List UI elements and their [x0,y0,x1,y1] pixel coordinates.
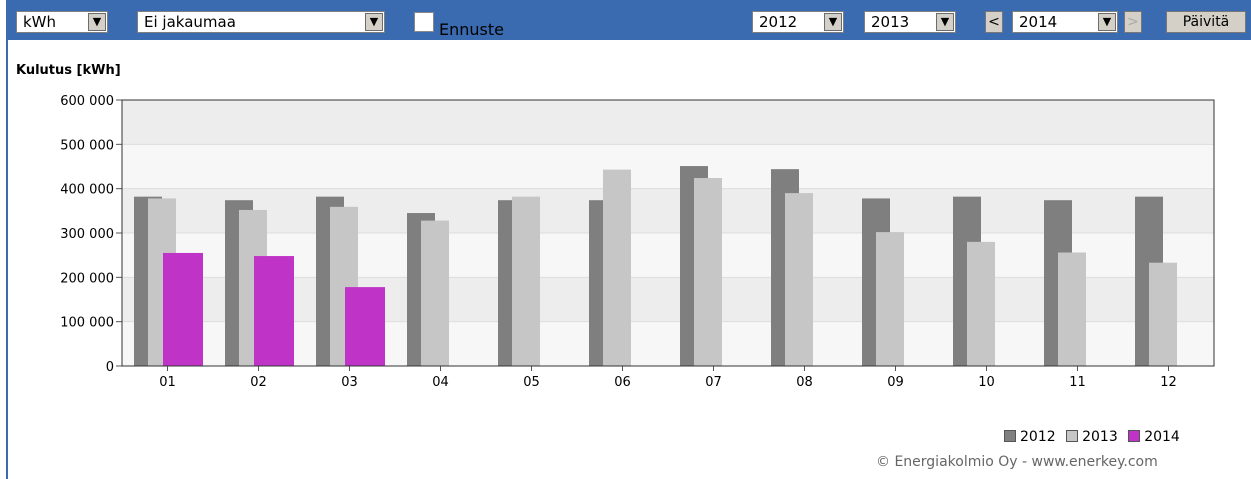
bar-2013-12 [1149,262,1177,366]
bar-2013-05 [512,196,540,366]
forecast-label: Ennuste [439,20,504,39]
y-tick-label: 300 000 [60,227,114,242]
y-tick-label: 0 [106,360,114,375]
unit-select-value: kWh [23,13,57,31]
bar-2013-07 [694,178,722,366]
legend-item-2013: 2013 [1066,429,1118,445]
grid-band [122,277,1214,322]
legend-swatch [1004,430,1016,442]
bar-2014-02 [254,256,294,366]
year-select-2-value: 2013 [871,13,910,31]
legend-label: 2013 [1082,429,1118,445]
x-tick-label: 01 [159,375,176,390]
grid-band [122,100,1214,145]
forecast-checkbox[interactable] [414,12,434,32]
bar-2013-04 [421,220,449,366]
y-tick-label: 100 000 [60,316,114,331]
update-button[interactable]: Päivitä [1166,11,1246,33]
bar-2014-01 [163,252,203,366]
x-tick-label: 10 [978,375,995,390]
year-select-2[interactable]: 2013 ▼ [864,11,956,33]
legend-swatch [1066,430,1079,442]
y-tick-label: 600 000 [60,94,114,109]
year-select-3-value: 2014 [1019,13,1058,31]
x-tick-label: 11 [1069,375,1086,390]
x-tick-label: 07 [705,375,722,390]
x-tick-label: 08 [796,375,813,390]
y-tick-label: 400 000 [60,183,114,198]
chevron-down-icon[interactable]: ▼ [1098,13,1116,31]
chevron-down-icon[interactable]: ▼ [936,13,954,31]
bar-2014-03 [345,287,385,366]
x-tick-label: 12 [1160,375,1177,390]
prev-year-button[interactable]: < [985,11,1003,33]
legend-swatch [1128,430,1141,442]
next-year-button[interactable]: > [1124,11,1142,33]
x-tick-label: 04 [432,375,449,390]
unit-select[interactable]: kWh ▼ [16,11,108,33]
chevron-down-icon[interactable]: ▼ [824,13,842,31]
left-border [6,40,8,479]
legend: 2012 2013 2014 [998,429,1180,445]
year-select-1-value: 2012 [759,13,798,31]
grid-band [122,188,1214,233]
chevron-down-icon[interactable]: ▼ [88,13,106,31]
y-tick-label: 200 000 [60,271,114,286]
x-tick-label: 02 [250,375,267,390]
chevron-down-icon[interactable]: ▼ [365,13,383,31]
copyright-text: © Energiakolmio Oy - www.enerkey.com [876,454,1158,470]
x-tick-label: 09 [887,375,904,390]
plot-frame [121,99,1215,367]
bar-2013-09 [876,232,904,366]
legend-item-2014: 2014 [1128,429,1180,445]
distribution-select[interactable]: Ei jakaumaa ▼ [137,11,385,33]
legend-item-2012: 2012 [1004,429,1056,445]
y-tick-label: 500 000 [60,138,114,153]
bar-2013-06 [603,169,631,366]
distribution-select-value: Ei jakaumaa [144,13,236,31]
x-tick-label: 06 [614,375,631,390]
legend-label: 2014 [1144,429,1180,445]
bar-2013-08 [785,193,813,366]
legend-label: 2012 [1020,429,1056,445]
x-tick-label: 05 [523,375,540,390]
bar-2013-10 [967,241,995,366]
bar-2013-11 [1058,252,1086,366]
x-tick-label: 03 [341,375,358,390]
year-select-3[interactable]: 2014 ▼ [1012,11,1118,33]
y-axis-title: Kulutus [kWh] [16,63,121,78]
year-select-1[interactable]: 2012 ▼ [752,11,844,33]
